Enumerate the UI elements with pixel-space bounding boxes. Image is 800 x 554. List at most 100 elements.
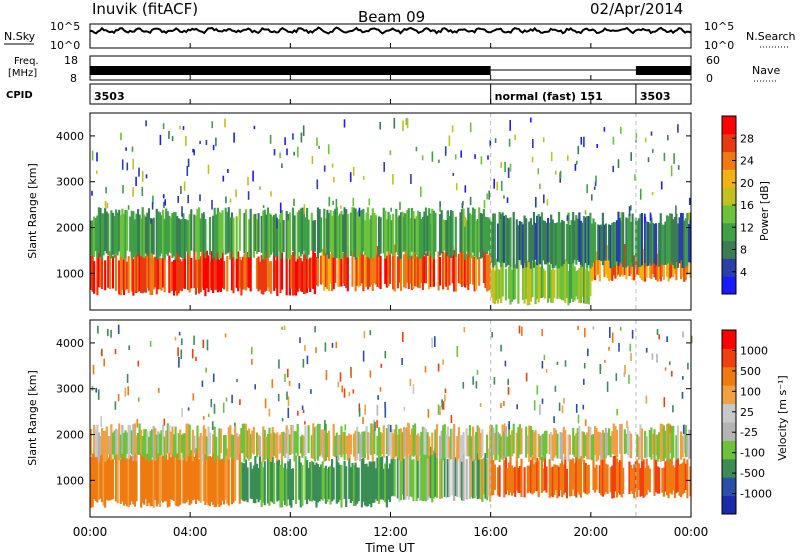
heatmap-cell [620, 455, 623, 498]
heatmap-cell [376, 457, 379, 501]
colorbar-swatch [722, 151, 736, 170]
heatmap-cell [603, 253, 606, 278]
heatmap-cell [543, 456, 547, 491]
heatmap-cell [662, 224, 665, 266]
heatmap-speckle [609, 327, 611, 338]
heatmap-speckle [545, 368, 548, 373]
y-tick-label: 3000 [56, 176, 84, 189]
heatmap-cell [594, 467, 597, 493]
x-tick-label: 12:00 [373, 525, 408, 539]
heatmap-cell [338, 253, 342, 287]
heatmap-cell [462, 246, 465, 286]
heatmap-speckle [543, 194, 545, 204]
heatmap-cell [475, 220, 478, 258]
heatmap-cell [268, 261, 271, 292]
heatmap-cell [587, 426, 590, 460]
heatmap-cell [689, 466, 692, 497]
heatmap-cell [301, 207, 304, 255]
heatmap-speckle [233, 132, 235, 143]
heatmap-cell [93, 424, 96, 455]
heatmap-speckle [500, 213, 502, 219]
heatmap-cell [424, 428, 428, 455]
heatmap-cell [299, 436, 302, 454]
heatmap-cell [104, 260, 107, 291]
heatmap-cell [683, 423, 686, 454]
heatmap-cell [432, 450, 435, 499]
heatmap-speckle [438, 159, 440, 163]
heatmap-cell [423, 454, 426, 501]
heatmap-cell [664, 221, 667, 265]
heatmap-speckle [288, 381, 291, 386]
heatmap-speckle [187, 407, 190, 411]
heatmap-speckle [554, 385, 557, 392]
heatmap-speckle [546, 199, 549, 206]
heatmap-speckle [617, 159, 620, 168]
heatmap-cell [97, 251, 100, 288]
heatmap-cell [396, 217, 399, 255]
heatmap-cell [307, 219, 310, 255]
heatmap-cell [124, 446, 127, 505]
heatmap-cell [611, 223, 614, 268]
heatmap-speckle [150, 218, 152, 224]
heatmap-cell [363, 431, 367, 458]
heatmap-cell [338, 434, 342, 455]
heatmap-cell [603, 224, 606, 261]
heatmap-cell [678, 464, 681, 496]
heatmap-speckle [539, 183, 541, 189]
heatmap-cell [371, 424, 374, 462]
heatmap-speckle [518, 325, 521, 334]
heatmap-cell [310, 212, 313, 251]
heatmap-speckle [628, 374, 630, 384]
heatmap-cell [235, 216, 238, 259]
heatmap-cell [670, 456, 673, 495]
heatmap-cell [446, 426, 449, 458]
heatmap-cell [187, 454, 190, 500]
heatmap-cell [680, 256, 683, 280]
heatmap-cell [291, 207, 295, 251]
heatmap-speckle [574, 163, 577, 171]
heatmap-speckle [503, 195, 505, 199]
heatmap-cell [219, 213, 223, 259]
heatmap-cell [640, 213, 644, 266]
heatmap-cell [122, 453, 126, 506]
heatmap-cell [91, 220, 94, 256]
heatmap-cell [288, 212, 291, 260]
heatmap-cell [592, 247, 595, 280]
heatmap-speckle [462, 381, 465, 389]
heatmap-cell [141, 255, 144, 294]
heatmap-cell [601, 212, 604, 266]
heatmap-cell [553, 223, 556, 269]
heatmap-cell [556, 262, 559, 300]
heatmap-cell [118, 209, 121, 252]
heatmap-cell [662, 425, 665, 462]
heatmap-cell [489, 250, 492, 290]
cpid-segment-label: 3503 [640, 90, 671, 103]
heatmap-cell [342, 252, 345, 284]
heatmap-speckle [630, 353, 632, 362]
heatmap-speckle [247, 176, 249, 186]
heatmap-cell [276, 220, 279, 257]
heatmap-speckle [656, 329, 659, 335]
heatmap-cell [658, 432, 661, 459]
heatmap-cell [450, 428, 453, 460]
heatmap-cell [370, 249, 373, 285]
heatmap-cell [371, 208, 374, 259]
heatmap-cell [526, 261, 529, 306]
heatmap-cell [630, 433, 633, 459]
heatmap-speckle [669, 425, 672, 434]
heatmap-cell [307, 259, 310, 289]
heatmap-cell [121, 450, 124, 502]
heatmap-speckle [669, 361, 671, 365]
heatmap-speckle [374, 421, 376, 431]
heatmap-cell [409, 218, 412, 257]
heatmap-cell [144, 216, 147, 254]
heatmap-cell [576, 218, 579, 261]
heatmap-cell [529, 264, 532, 302]
freq-bar-segment [635, 66, 691, 75]
heatmap-cell [633, 255, 636, 281]
heatmap-cell [246, 467, 249, 503]
heatmap-speckle [331, 342, 334, 348]
heatmap-cell [584, 462, 587, 494]
heatmap-cell [561, 459, 564, 498]
